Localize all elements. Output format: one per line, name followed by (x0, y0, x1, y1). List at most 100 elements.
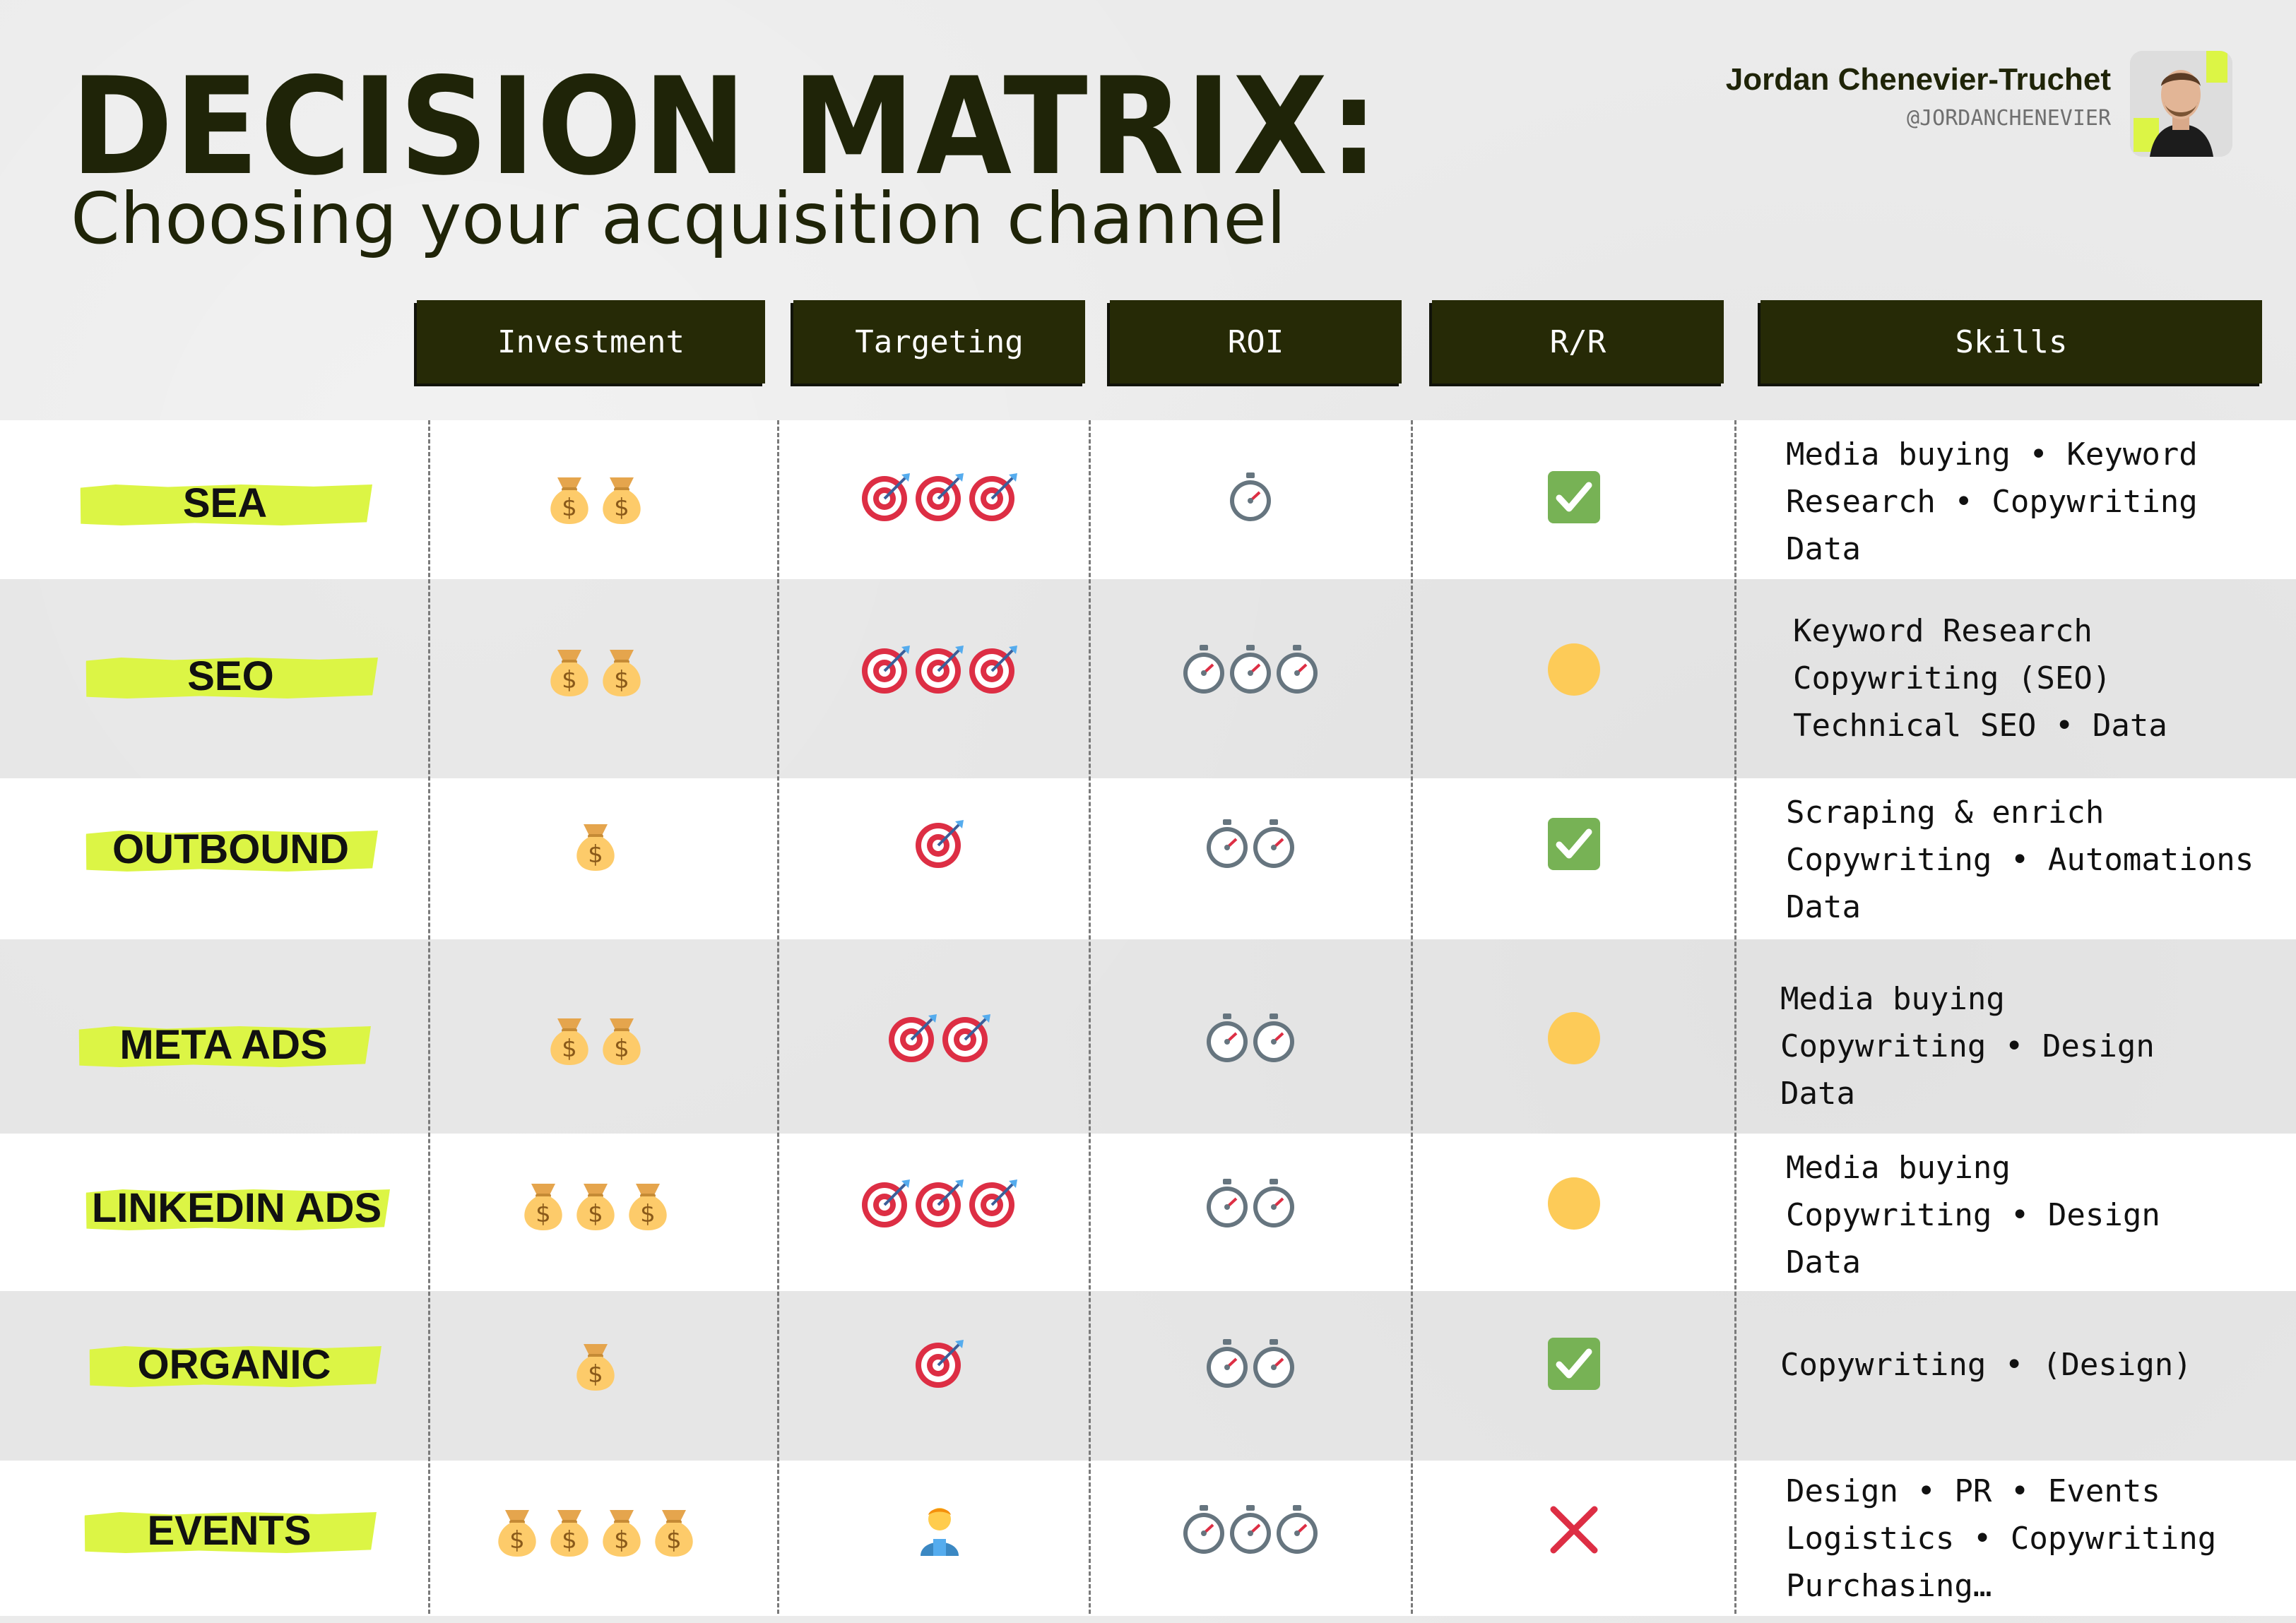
money-bag-icon: $ (543, 469, 596, 528)
skills-line: Copywriting (SEO) (1793, 660, 2112, 696)
money-bag-icon: $ (543, 1010, 596, 1069)
money-bag-icon: $ (596, 1502, 648, 1561)
stopwatch-icon (1204, 1012, 1250, 1067)
stopwatch-icon (1250, 1338, 1297, 1393)
svg-text:$: $ (614, 666, 629, 694)
stopwatch-icon (1274, 1504, 1320, 1559)
check-mark-cell (1433, 1333, 1715, 1397)
money-bag-icon: $ (596, 1010, 648, 1069)
column-divider (428, 420, 430, 1614)
target-icon (913, 1337, 966, 1393)
target-cell (798, 814, 1081, 877)
money-bag-icon: $ (596, 469, 648, 528)
skills-line: Media buying (1786, 1150, 2011, 1186)
money-bag-cell: $ $ $ (454, 1173, 737, 1237)
author-name: Jordan Chenevier-Truchet (1725, 62, 2111, 97)
target-icon (913, 470, 966, 527)
target-icon (966, 643, 1020, 699)
stopwatch-cell (1109, 1173, 1392, 1237)
target-icon (859, 470, 913, 527)
yellow-circle-icon (1546, 642, 1602, 700)
target-icon (913, 1177, 966, 1233)
stopwatch-cell (1109, 639, 1392, 703)
table-row (0, 1291, 2296, 1461)
money-bag-cell: $ (454, 1333, 737, 1397)
stopwatch-cell (1109, 814, 1392, 877)
stopwatch-cell (1109, 1008, 1392, 1071)
target-icon (913, 643, 966, 699)
cross-mark-cell (1433, 1499, 1715, 1563)
page-subtitle: Choosing your acquisition channel (71, 177, 1286, 260)
skills-cell-sea: Media buying • Keyword Research • Copywri… (1786, 431, 2198, 573)
check-mark-icon (1546, 470, 1602, 528)
skills-cell-organic: Copywriting • (Design) (1780, 1341, 2192, 1389)
money-bag-icon: $ (491, 1502, 543, 1561)
stopwatch-icon (1227, 643, 1274, 698)
svg-text:$: $ (562, 666, 577, 694)
skills-line: Technical SEO • Data (1793, 708, 2167, 744)
target-cell (798, 1008, 1081, 1071)
stopwatch-icon (1180, 643, 1227, 698)
skills-line: Data (1786, 531, 1861, 567)
target-cell (798, 639, 1081, 703)
column-header-skills: Skills (1761, 300, 2262, 384)
row-label-sea: SEA (79, 480, 371, 526)
check-mark-icon (1546, 816, 1602, 874)
target-icon (966, 1177, 1020, 1233)
skills-line: Design • PR • Events (1786, 1473, 2160, 1509)
column-divider (1411, 420, 1413, 1614)
page-title: DECISION MATRIX: (71, 49, 1380, 205)
stopwatch-icon (1227, 471, 1274, 526)
yellow-circle-icon (1546, 1011, 1602, 1069)
skills-line: Data (1780, 1076, 1855, 1112)
stopwatch-icon (1250, 1177, 1297, 1232)
target-icon (859, 643, 913, 699)
money-bag-cell: $ $ (454, 1008, 737, 1071)
row-label-meta-ads: META ADS (78, 1022, 369, 1068)
column-divider (1089, 420, 1091, 1614)
check-mark-icon (1546, 1336, 1602, 1394)
farmer-person-cell (798, 1499, 1081, 1563)
skills-line: Copywriting • Design (1786, 1197, 2160, 1233)
skills-line: Scraping & enrich (1786, 795, 2105, 831)
column-divider (1734, 420, 1736, 1614)
svg-text:$: $ (614, 1526, 629, 1554)
money-bag-icon: $ (569, 1336, 622, 1395)
stopwatch-icon (1274, 643, 1320, 698)
money-bag-icon: $ (543, 1502, 596, 1561)
skills-line: Data (1786, 1244, 1861, 1280)
stopwatch-cell (1109, 467, 1392, 530)
column-divider (777, 420, 779, 1614)
target-cell (798, 467, 1081, 530)
money-bag-cell: $ (454, 814, 737, 877)
cross-mark-icon (1548, 1504, 1600, 1559)
farmer-person-icon (916, 1504, 963, 1559)
skills-line: Media buying (1780, 981, 2005, 1017)
money-bag-icon: $ (569, 816, 622, 875)
target-cell (798, 1333, 1081, 1397)
skills-line: Research • Copywriting (1786, 484, 2198, 520)
row-label-organic: ORGANIC (88, 1342, 380, 1388)
svg-text:$: $ (614, 494, 629, 522)
target-icon (913, 817, 966, 874)
money-bag-icon: $ (596, 641, 648, 701)
target-cell (798, 1173, 1081, 1237)
svg-text:$: $ (588, 1360, 603, 1389)
svg-text:$: $ (666, 1526, 682, 1554)
money-bag-icon: $ (648, 1502, 700, 1561)
money-bag-cell: $ $ $ $ (454, 1499, 737, 1563)
target-icon (859, 1177, 913, 1233)
stopwatch-icon (1204, 1177, 1250, 1232)
skills-line: Media buying • Keyword (1786, 436, 2198, 472)
svg-text:$: $ (562, 1035, 577, 1063)
money-bag-icon: $ (622, 1175, 674, 1235)
table-row (0, 1461, 2296, 1616)
target-icon (966, 470, 1020, 527)
money-bag-cell: $ $ (454, 639, 737, 703)
skills-line: Purchasing… (1786, 1568, 1992, 1604)
stopwatch-icon (1227, 1504, 1274, 1559)
author-avatar (2130, 51, 2232, 157)
stopwatch-cell (1109, 1333, 1392, 1397)
yellow-circle-icon (1546, 1176, 1602, 1234)
table-row (0, 420, 2296, 579)
